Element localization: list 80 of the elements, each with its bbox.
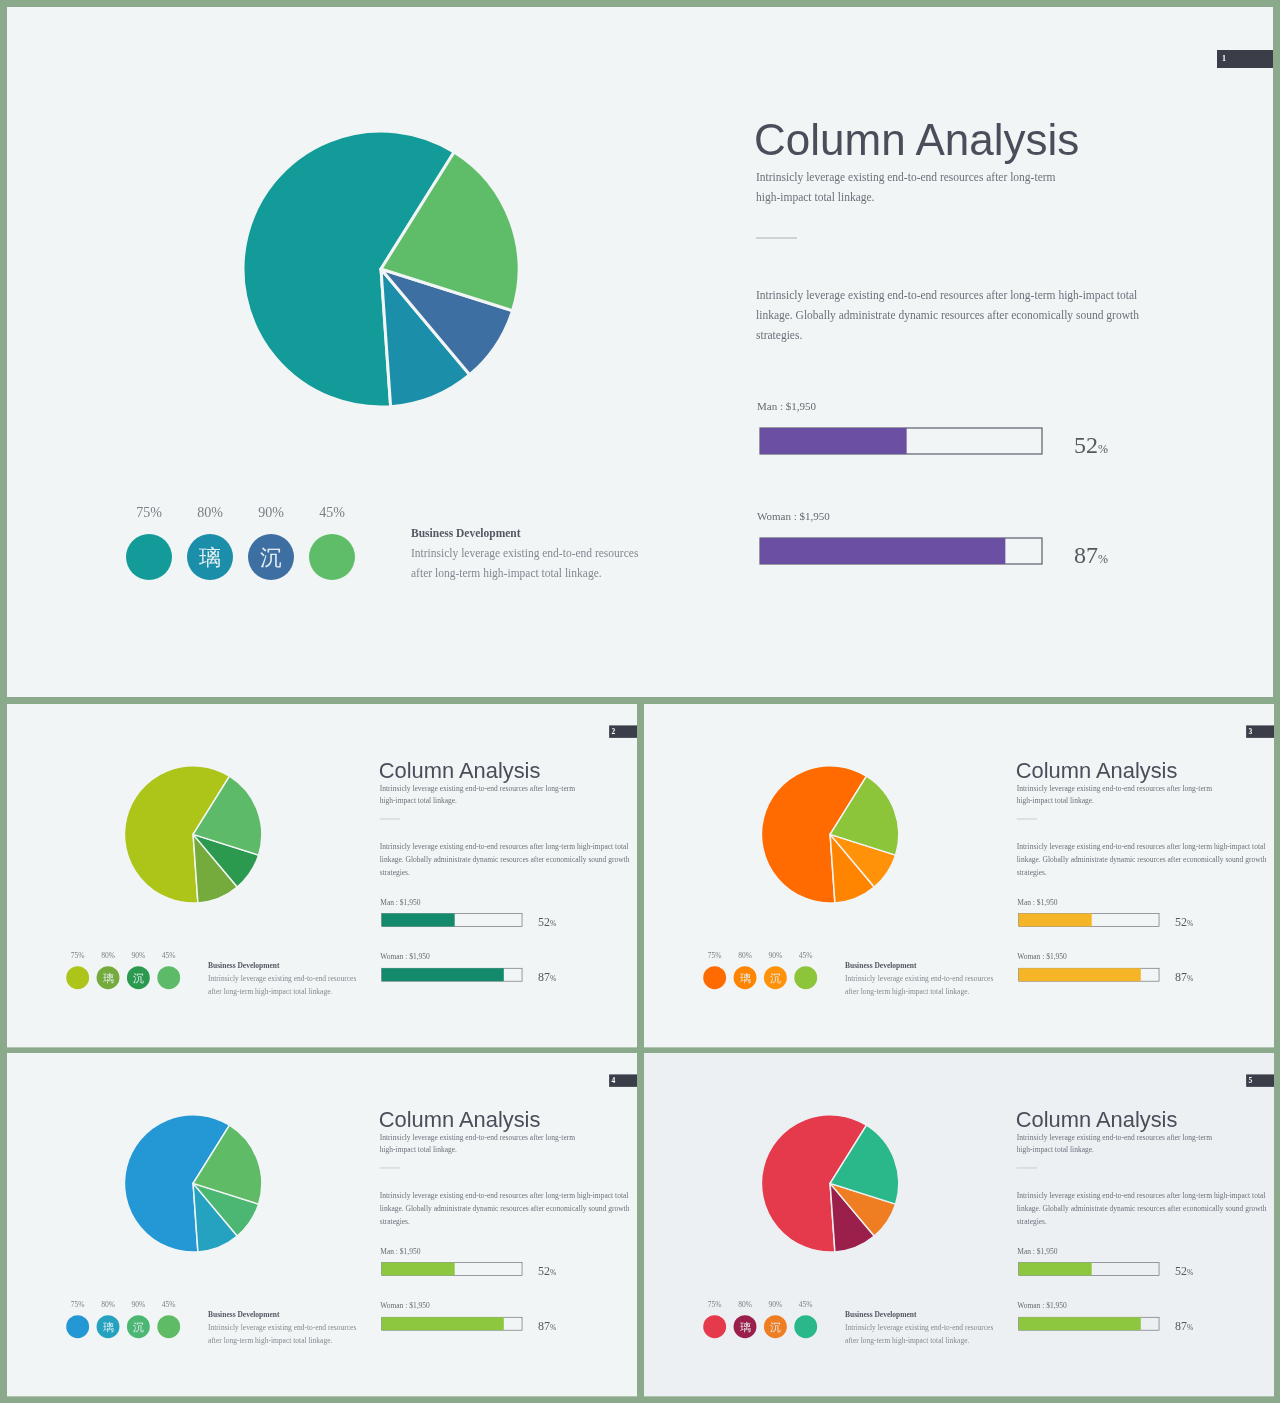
annotation: Intrinsicly leverage existing end-to-end resources after long-term high-impact total linkage. Globally administrate dynamic resources after economically sound growth strategies. <box>379 842 630 878</box>
text: Intrinsicly leverage existing end-to-end resources after long-term high-impact total linkage. Globally administrate dynamic resources after economically sound growth strategies. <box>756 289 1140 342</box>
text: 75% <box>136 505 163 520</box>
chart-subtitle: Intrinsicly leverage existing end-to-end resources after long-term high-impact total linkage. <box>379 783 576 806</box>
text: 75% <box>70 950 85 960</box>
text: Business Development <box>208 1309 281 1319</box>
text: 璃 <box>102 971 114 984</box>
text: 璃 <box>199 545 221 570</box>
data-label: 87% <box>1174 1318 1194 1333</box>
text: 45% <box>161 950 176 960</box>
text: 璃 <box>739 971 751 984</box>
text: 90% <box>131 1299 146 1309</box>
chart-subtitle: Intrinsicly leverage existing end-to-end resources after long-term high-impact total linkage. <box>1016 1132 1213 1155</box>
text: 80% <box>197 505 224 520</box>
text: 5 <box>1248 1076 1253 1086</box>
text: 80% <box>738 1299 752 1309</box>
chart-subtitle: Intrinsicly leverage existing end-to-end resources after long-term high-impact total linkage. <box>1016 783 1213 806</box>
data-label: 87% <box>537 1318 557 1333</box>
text: 75% <box>70 1299 85 1309</box>
annotation: Intrinsicly leverage existing end-to-end resources after long-term high-impact total linkage. Globally administrate dynamic resources after economically sound growth strategies. <box>1016 1191 1267 1227</box>
text: Intrinsicly leverage existing end-to-end resources after long-term high-impact total linkage. <box>208 1322 357 1345</box>
text: Intrinsicly leverage existing end-to-end resources after long-term high-impact total linkage. <box>845 1322 994 1345</box>
text: Intrinsicly leverage existing end-to-end resources after long-term high-impact total linkage. <box>208 973 357 996</box>
y-tick-label: Woman : $1,950 <box>380 952 431 962</box>
text: 沉 <box>132 971 144 984</box>
text: 1 <box>1222 54 1226 63</box>
data-label: 52% <box>1174 914 1194 929</box>
text: Business Development <box>845 960 918 970</box>
chart-subtitle: Intrinsicly leverage existing end-to-end resources after long-term high-impact total linkage. <box>756 171 1056 204</box>
y-tick-label: Woman : $1,950 <box>757 510 831 522</box>
text: 45% <box>161 1299 176 1309</box>
data-label: 87% <box>1074 542 1108 568</box>
text: 75% <box>707 1299 722 1309</box>
text: 90% <box>131 950 146 960</box>
text: Intrinsicly leverage existing end-to-end resources after long-term high-impact total linkage. <box>845 973 994 996</box>
text: Business Development <box>845 1309 918 1319</box>
data-label: 87% <box>1174 969 1194 984</box>
annotation: Intrinsicly leverage existing end-to-end resources after long-term high-impact total linkage. Globally administrate dynamic resources after economically sound growth strategies. <box>1016 842 1267 878</box>
text: 璃 <box>739 1320 751 1333</box>
y-tick-label: Woman : $1,950 <box>380 1301 431 1311</box>
text: 沉 <box>260 545 282 570</box>
text: 45% <box>319 505 346 520</box>
text: Business Development <box>411 527 521 540</box>
text: 沉 <box>132 1320 144 1333</box>
y-tick-label: Man : $1,950 <box>1017 897 1058 907</box>
y-tick-label: Man : $1,950 <box>757 400 817 412</box>
text: 90% <box>768 1299 783 1309</box>
data-label: 87% <box>537 969 557 984</box>
text: Business Development <box>208 960 281 970</box>
chart-title: Column Analysis <box>754 115 1080 164</box>
text: 45% <box>798 950 813 960</box>
text: 90% <box>258 505 285 520</box>
text: 璃 <box>102 1320 114 1333</box>
text: Intrinsicly leverage existing end-to-end resources after long-term high-impact total linkage. <box>411 547 639 580</box>
y-tick-label: Man : $1,950 <box>380 897 421 907</box>
chart-title: Column Analysis <box>378 757 541 783</box>
y-tick-label: Woman : $1,950 <box>1017 952 1068 962</box>
y-tick-label: Man : $1,950 <box>380 1246 421 1256</box>
text: 4 <box>611 1076 616 1086</box>
text: 沉 <box>769 971 781 984</box>
text: 80% <box>101 950 115 960</box>
text: 沉 <box>769 1320 781 1333</box>
text: 45% <box>798 1299 813 1309</box>
data-label: 52% <box>537 1263 557 1278</box>
text: 2 <box>611 727 616 737</box>
text: 80% <box>738 950 752 960</box>
data-label: 52% <box>1074 432 1108 458</box>
y-tick-label: Man : $1,950 <box>1017 1246 1058 1256</box>
text: 90% <box>768 950 783 960</box>
chart-title: Column Analysis <box>1015 1106 1178 1132</box>
chart-title: Column Analysis <box>1015 757 1178 783</box>
annotation: Intrinsicly leverage existing end-to-end resources after long-term high-impact total linkage. Globally administrate dynamic resources after economically sound growth strategies. <box>379 1191 630 1227</box>
text: 3 <box>1248 727 1253 737</box>
chart-title: Column Analysis <box>378 1106 541 1132</box>
text: 80% <box>101 1299 115 1309</box>
data-label: 52% <box>1174 1263 1194 1278</box>
data-label: 52% <box>537 914 557 929</box>
y-tick-label: Woman : $1,950 <box>1017 1301 1068 1311</box>
text: 75% <box>707 950 722 960</box>
chart-subtitle: Intrinsicly leverage existing end-to-end resources after long-term high-impact total linkage. <box>379 1132 576 1155</box>
